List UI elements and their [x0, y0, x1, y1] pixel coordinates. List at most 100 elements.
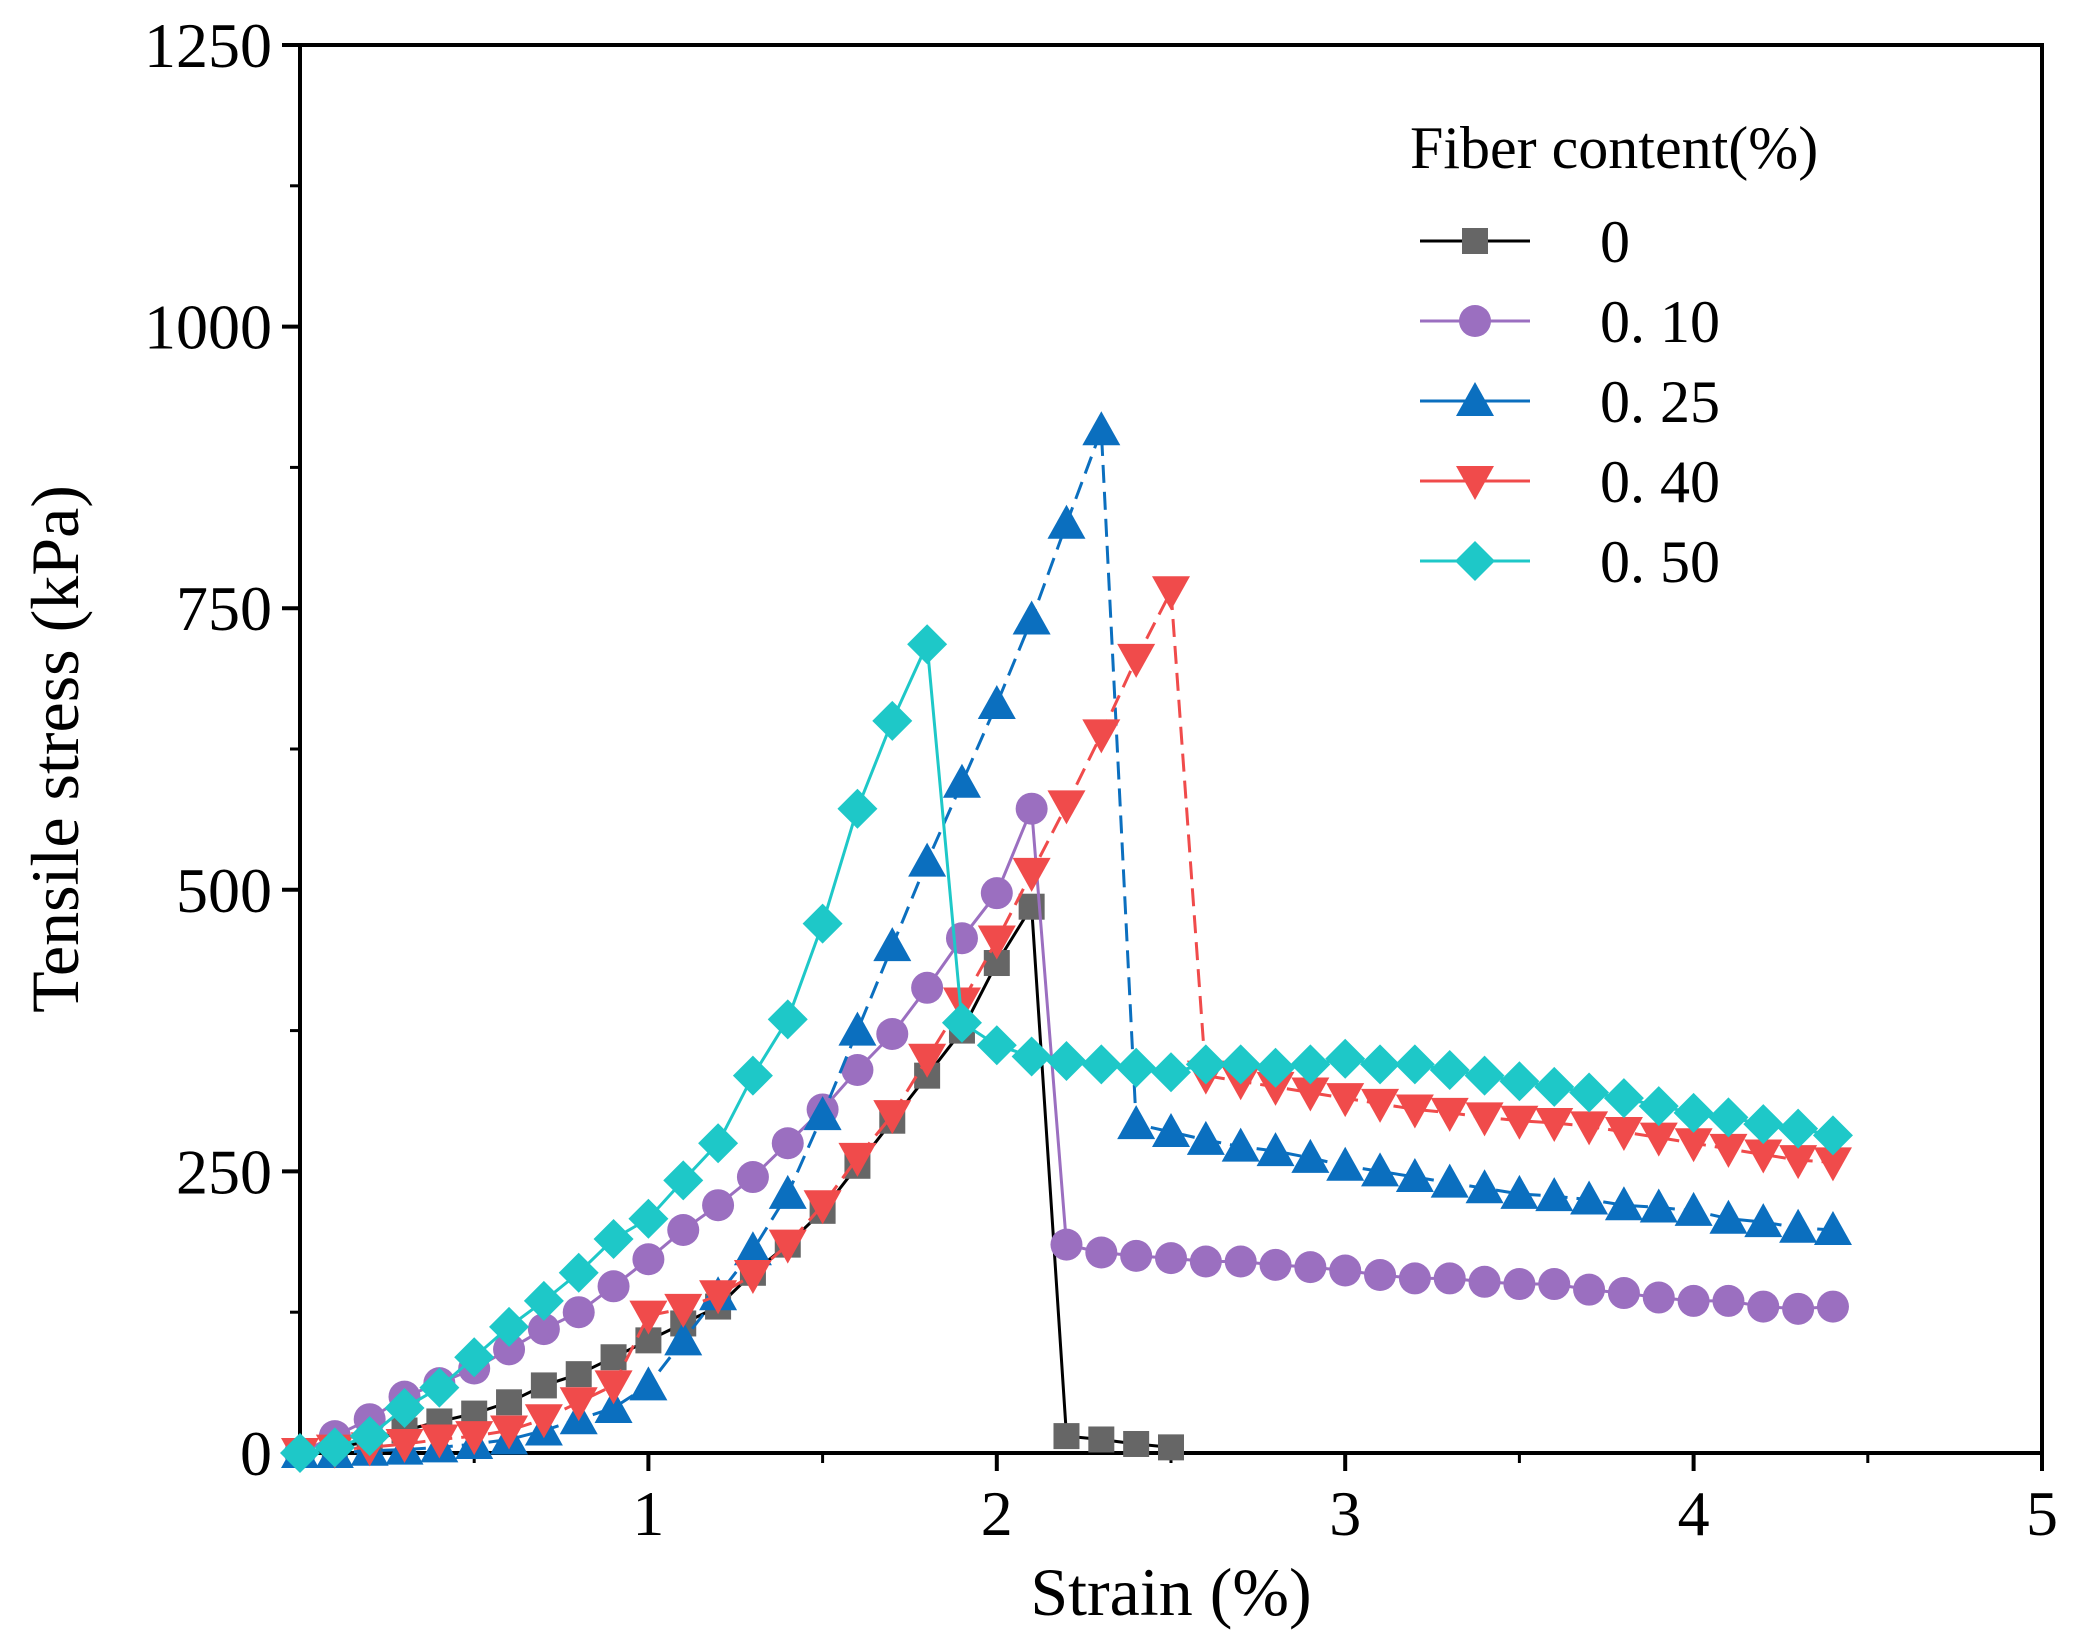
data-point-0.50: [628, 1198, 669, 1239]
data-point-0.40: [699, 1280, 738, 1315]
legend-marker: [1456, 466, 1494, 500]
data-point-0.50: [593, 1218, 634, 1259]
data-point-0.40: [1430, 1097, 1469, 1132]
x-tick-label: 3: [1329, 1478, 1361, 1549]
data-point-0.50: [349, 1416, 390, 1457]
x-tick-label: 5: [2026, 1478, 2058, 1549]
data-point-0.50: [1185, 1044, 1226, 1085]
legend-label: 0. 25: [1600, 369, 1720, 435]
data-point-0.10: [1573, 1273, 1606, 1306]
data-point-0.25: [768, 1174, 807, 1209]
data-point-0.25: [1256, 1132, 1295, 1167]
data-point-0.40: [1117, 643, 1156, 678]
data-point-0.50: [1708, 1097, 1749, 1138]
data-point-0.25: [1082, 411, 1121, 446]
data-point-0: [1158, 1434, 1184, 1461]
data-point-0.10: [632, 1243, 665, 1276]
data-point-0.40: [629, 1300, 668, 1335]
data-point-0.40: [594, 1370, 633, 1405]
data-point-0.10: [1642, 1281, 1675, 1314]
data-point-0.50: [1290, 1044, 1331, 1085]
data-point-0.40: [803, 1190, 842, 1225]
axis-ticks: 1 2 3 4 5 0 250 500 750 1000 1250: [144, 10, 2058, 1549]
x-axis-title: Strain (%): [1030, 1554, 1311, 1630]
data-point-0.25: [908, 842, 947, 877]
data-point-0.10: [1816, 1290, 1849, 1323]
data-point-0.50: [1638, 1086, 1679, 1127]
data-point-0.25: [1291, 1138, 1330, 1173]
data-point-0.10: [1224, 1245, 1257, 1278]
data-point-0.40: [908, 1043, 947, 1078]
data-point-0.25: [1779, 1208, 1818, 1243]
data-point-0.50: [837, 788, 878, 829]
data-point-0.50: [1151, 1052, 1191, 1093]
data-point-0.50: [1743, 1104, 1784, 1145]
data-point-0.50: [1778, 1108, 1819, 1149]
data-point-0.25: [1012, 600, 1051, 635]
data-point-0.50: [1499, 1061, 1540, 1102]
data-point-0.10: [876, 1017, 909, 1050]
data-point-0.50: [872, 700, 913, 741]
data-point-0.10: [1398, 1262, 1431, 1295]
data-point-0.50: [663, 1160, 704, 1201]
series-0: [287, 893, 1184, 1466]
data-point-0.40: [1779, 1145, 1818, 1180]
data-point-0.50: [523, 1280, 564, 1321]
data-point-0.10: [1329, 1254, 1362, 1287]
data-point-0.10: [980, 877, 1013, 910]
data-point-0.25: [594, 1388, 633, 1423]
data-point-0: [600, 1344, 627, 1371]
data-point-0.25: [733, 1231, 772, 1266]
legend-item-0.40: 0. 40: [1420, 449, 1720, 515]
data-point-0.40: [768, 1229, 807, 1264]
data-point-0.40: [1012, 857, 1051, 892]
legend-marker: [1456, 382, 1494, 416]
data-point-0.40: [1395, 1094, 1434, 1129]
data-point-0.40: [1674, 1128, 1713, 1163]
data-point-0.10: [1294, 1251, 1327, 1284]
data-point-0.40: [524, 1404, 563, 1439]
data-point-0.50: [1603, 1078, 1644, 1119]
data-point-0.40: [1639, 1122, 1678, 1157]
data-point-0.50: [1220, 1044, 1261, 1085]
data-point-0.50: [1116, 1047, 1157, 1088]
y-tick-label: 1000: [144, 292, 272, 363]
data-point-0.50: [280, 1433, 320, 1473]
x-tick-label: 2: [981, 1478, 1013, 1549]
data-point-0.50: [1360, 1044, 1401, 1085]
data-point-0.25: [1813, 1210, 1852, 1245]
legend-label: 0. 10: [1600, 289, 1720, 355]
data-point-0.40: [664, 1293, 703, 1328]
data-point-0.40: [977, 925, 1016, 960]
data-point-0.40: [420, 1424, 459, 1459]
data-point-0.50: [941, 1002, 982, 1043]
data-point-0.25: [1186, 1120, 1225, 1155]
legend-marker: [1459, 305, 1491, 337]
series-0.50: [280, 624, 1853, 1473]
data-point-0.40: [455, 1421, 494, 1456]
data-point-0.50: [314, 1427, 355, 1468]
data-point-0.40: [1256, 1071, 1295, 1106]
y-tick-label: 250: [176, 1136, 272, 1207]
data-point-0.25: [1361, 1152, 1400, 1187]
series-line-0.10: [299, 808, 1834, 1455]
data-point-0.10: [1538, 1268, 1571, 1301]
data-point-0.10: [493, 1333, 526, 1366]
legend-item-0.25: 0. 25: [1420, 369, 1720, 435]
data-point-0.25: [1674, 1191, 1713, 1226]
data-point-0.25: [1117, 1105, 1156, 1140]
data-point-0.40: [733, 1260, 772, 1295]
series-layer: [280, 411, 1853, 1473]
data-point-0.10: [1468, 1265, 1501, 1298]
data-point-0.10: [562, 1296, 595, 1329]
data-point-0.25: [1535, 1177, 1574, 1212]
data-point-0.40: [1465, 1102, 1504, 1137]
data-point-0.50: [1673, 1092, 1714, 1133]
y-tick-label: 0: [240, 1418, 272, 1489]
data-point-0.50: [1534, 1066, 1575, 1107]
data-point-0.10: [1189, 1245, 1222, 1278]
data-point-0.10: [1015, 792, 1048, 825]
data-point-0.25: [942, 763, 981, 798]
data-point-0.40: [1326, 1083, 1365, 1118]
data-point-0.10: [736, 1161, 769, 1194]
